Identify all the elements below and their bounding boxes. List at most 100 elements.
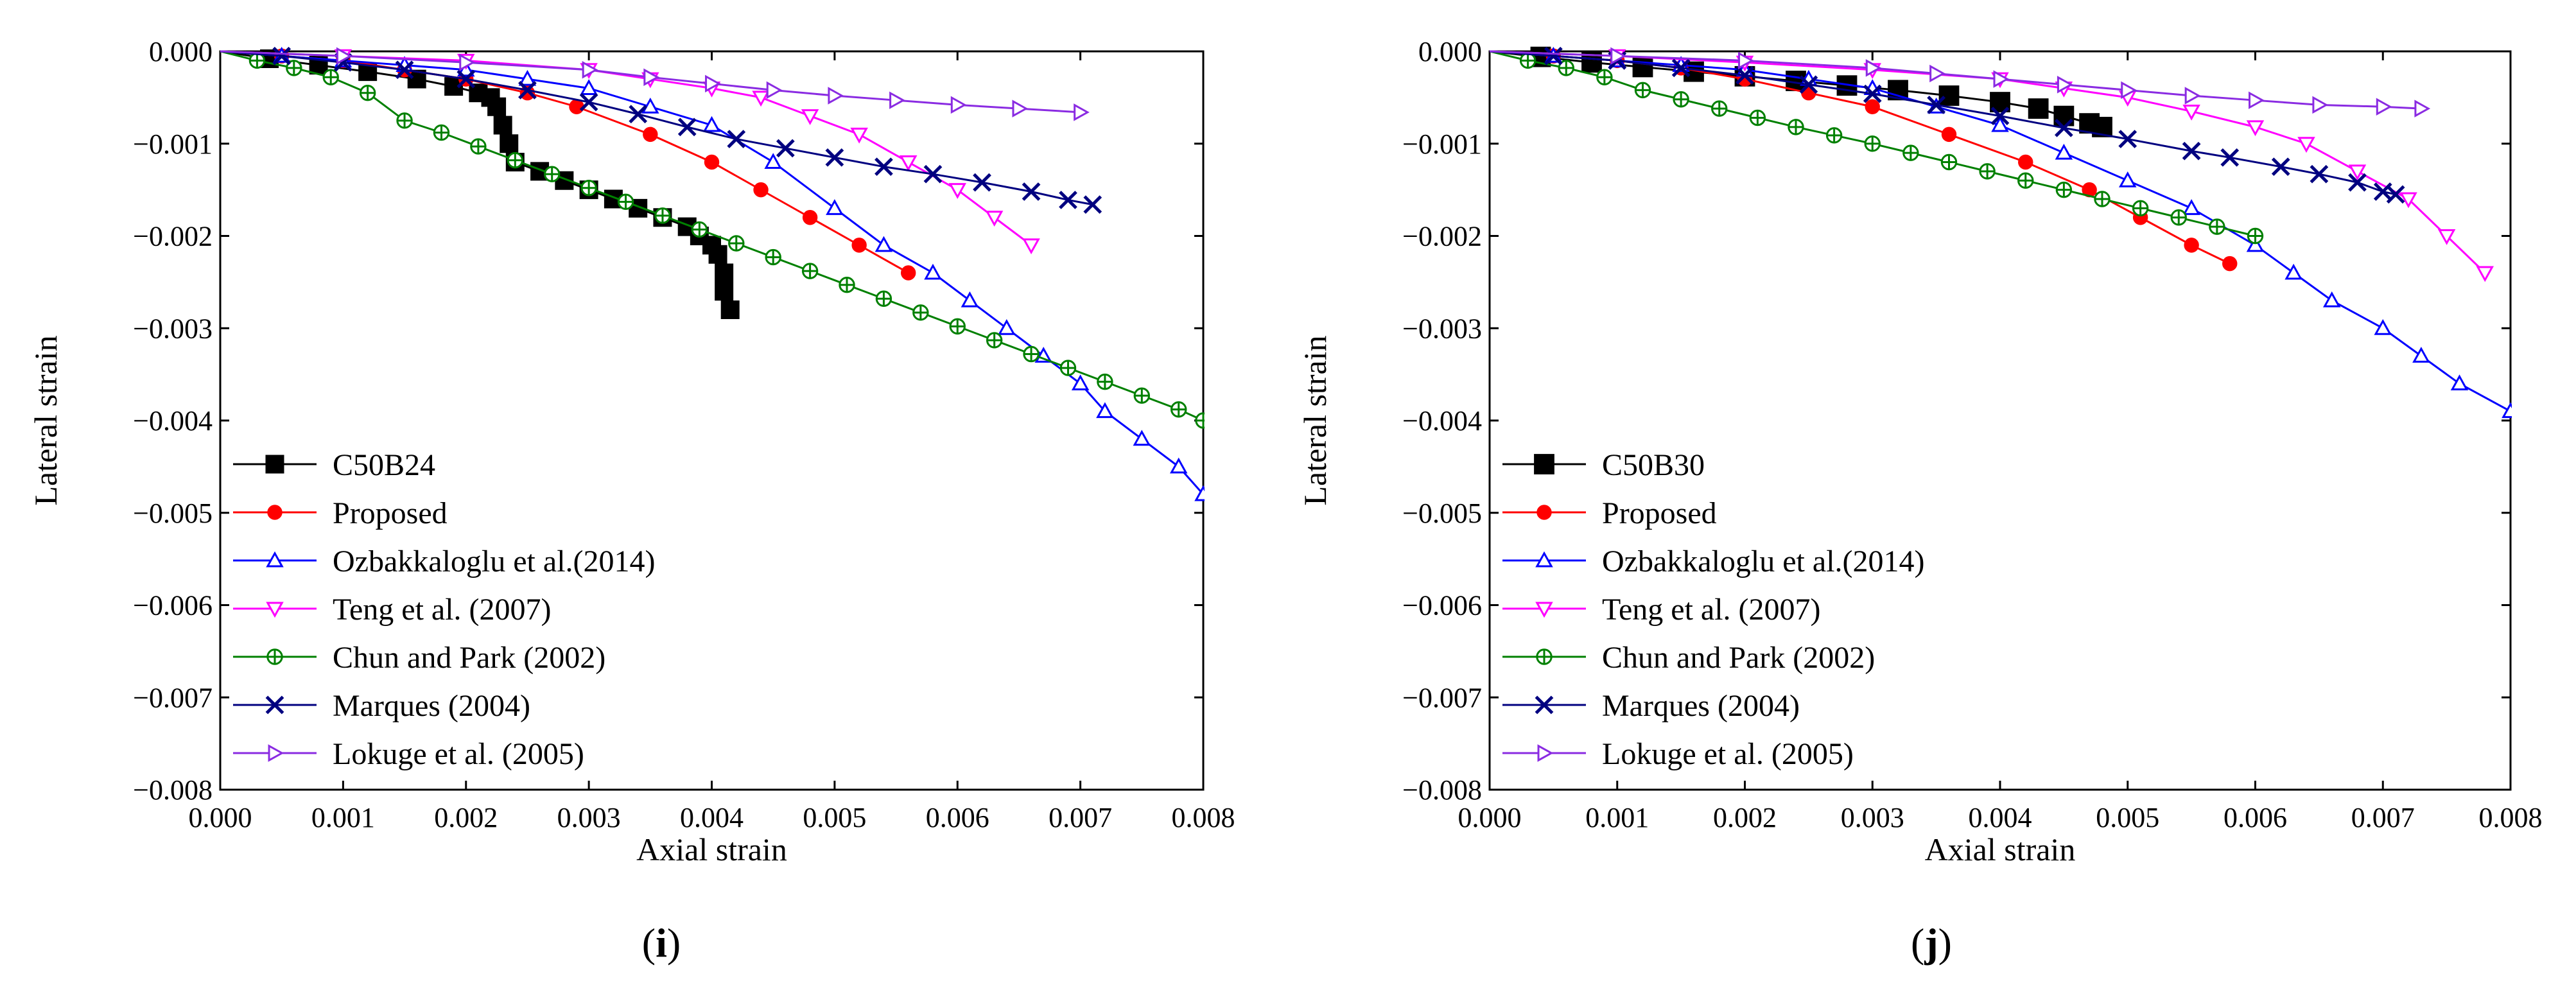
data-point bbox=[727, 130, 746, 148]
data-point bbox=[1865, 99, 1880, 114]
data-point bbox=[500, 134, 519, 153]
data-point bbox=[1991, 116, 2009, 132]
data-point bbox=[1194, 485, 1205, 501]
data-point bbox=[715, 282, 734, 301]
data-point bbox=[1864, 135, 1881, 152]
data-point bbox=[889, 91, 905, 109]
data-point bbox=[1133, 387, 1151, 404]
legend-item: Ozbakkaloglu et al.(2014) bbox=[233, 544, 656, 578]
y-tick-label: −0.003 bbox=[1402, 313, 1482, 344]
legend-marker bbox=[267, 505, 283, 520]
series-c50b30 bbox=[1490, 46, 2112, 137]
data-point bbox=[457, 69, 476, 89]
data-point bbox=[1736, 66, 1754, 85]
legend-marker bbox=[1535, 602, 1553, 618]
legend-marker bbox=[1536, 648, 1553, 665]
panel-label-j: (j) bbox=[1911, 920, 1952, 966]
legend-marker bbox=[266, 602, 284, 618]
series-group bbox=[1490, 46, 2512, 419]
data-point bbox=[2476, 266, 2494, 282]
data-point bbox=[923, 164, 943, 184]
legend: C50B24 Proposed Ozbakkaloglu et al.(2014) T… bbox=[233, 448, 656, 771]
data-point bbox=[2209, 218, 2225, 235]
data-point bbox=[2222, 256, 2238, 272]
x-tick-label: 0.006 bbox=[926, 802, 989, 833]
data-point bbox=[1558, 60, 1574, 76]
x-tick-label: 0.007 bbox=[2351, 802, 2415, 833]
data-point bbox=[1596, 69, 1613, 85]
data-point bbox=[802, 210, 818, 225]
data-point bbox=[875, 290, 892, 307]
data-point bbox=[1096, 402, 1114, 419]
data-point bbox=[580, 180, 597, 196]
y-axis-label: Lateral strain bbox=[28, 335, 64, 505]
data-point bbox=[1634, 82, 1651, 99]
legend-marker bbox=[268, 744, 284, 762]
data-point bbox=[2017, 172, 2034, 189]
data-point bbox=[2184, 87, 2201, 105]
data-point bbox=[507, 152, 523, 169]
legend-label: Marques (2004) bbox=[333, 689, 530, 723]
data-point bbox=[2312, 96, 2329, 114]
data-point bbox=[2082, 182, 2097, 198]
y-tick-label: −0.001 bbox=[1402, 128, 1482, 160]
data-point bbox=[825, 148, 844, 167]
data-point bbox=[336, 47, 352, 65]
data-point bbox=[828, 87, 844, 105]
x-tick-label: 0.004 bbox=[1969, 802, 2032, 833]
legend-label: Proposed bbox=[333, 496, 448, 530]
data-point bbox=[1059, 360, 1077, 376]
legend-label: Lokuge et al. (2005) bbox=[333, 737, 584, 771]
data-point bbox=[1022, 238, 1040, 255]
legend-marker bbox=[266, 648, 283, 665]
data-point bbox=[875, 236, 893, 252]
data-point bbox=[728, 235, 745, 252]
legend-label: Ozbakkaloglu et al.(2014) bbox=[1602, 544, 1925, 578]
y-tick-label: −0.005 bbox=[1402, 498, 1482, 529]
legend-item: Lokuge et al. (2005) bbox=[233, 737, 584, 771]
data-point bbox=[2184, 238, 2199, 253]
chart-panel-i: 0.000 0.001 0.002 0.003 0.004 0.005 0.006 0.007… bbox=[28, 36, 1235, 867]
data-point bbox=[753, 182, 769, 198]
data-point bbox=[2170, 209, 2187, 226]
y-tick-label: −0.002 bbox=[133, 221, 213, 252]
data-point bbox=[899, 155, 918, 171]
data-point bbox=[961, 291, 979, 308]
data-point bbox=[875, 157, 893, 177]
series-chun-and-park-2002 bbox=[1490, 50, 2264, 245]
data-point bbox=[1990, 107, 2010, 125]
legend-marker bbox=[1537, 744, 1554, 762]
data-point bbox=[643, 68, 660, 86]
y-tick-label: −0.005 bbox=[133, 498, 213, 529]
chart-panel-j: 0.000 0.001 0.002 0.003 0.004 0.005 0.006 0.007… bbox=[1297, 36, 2543, 867]
y-tick-label: 0.000 bbox=[1418, 36, 1482, 67]
legend-marker bbox=[1535, 551, 1553, 568]
series-line bbox=[220, 50, 1081, 114]
data-point bbox=[1195, 412, 1205, 429]
data-point bbox=[487, 97, 507, 116]
series-marques-2004 bbox=[220, 46, 1102, 214]
legend-marker bbox=[265, 455, 284, 474]
data-point bbox=[580, 79, 598, 95]
data-point bbox=[1799, 75, 1818, 94]
data-point bbox=[1610, 47, 1627, 65]
y-tick-label: −0.008 bbox=[133, 774, 213, 806]
legend-marker bbox=[1534, 454, 1554, 474]
series-marques-2004 bbox=[1490, 46, 2405, 204]
data-point bbox=[2297, 137, 2315, 153]
data-point bbox=[2374, 318, 2392, 335]
data-point bbox=[1749, 109, 1766, 126]
data-point bbox=[1940, 153, 1958, 171]
legend-label: Teng et al. (2007) bbox=[333, 593, 552, 627]
data-point bbox=[2450, 374, 2469, 390]
data-point bbox=[2412, 347, 2430, 363]
x-tick-label: 0.003 bbox=[557, 802, 621, 833]
data-point bbox=[949, 318, 966, 335]
legend-item: C50B24 bbox=[233, 448, 435, 482]
data-point bbox=[705, 74, 721, 93]
x-tick-label: 0.005 bbox=[2096, 802, 2159, 833]
legend-item: Chun and Park (2002) bbox=[233, 641, 605, 675]
data-point bbox=[1544, 46, 1563, 65]
x-axis-label: Axial strain bbox=[1925, 831, 2076, 867]
data-point bbox=[776, 139, 795, 158]
